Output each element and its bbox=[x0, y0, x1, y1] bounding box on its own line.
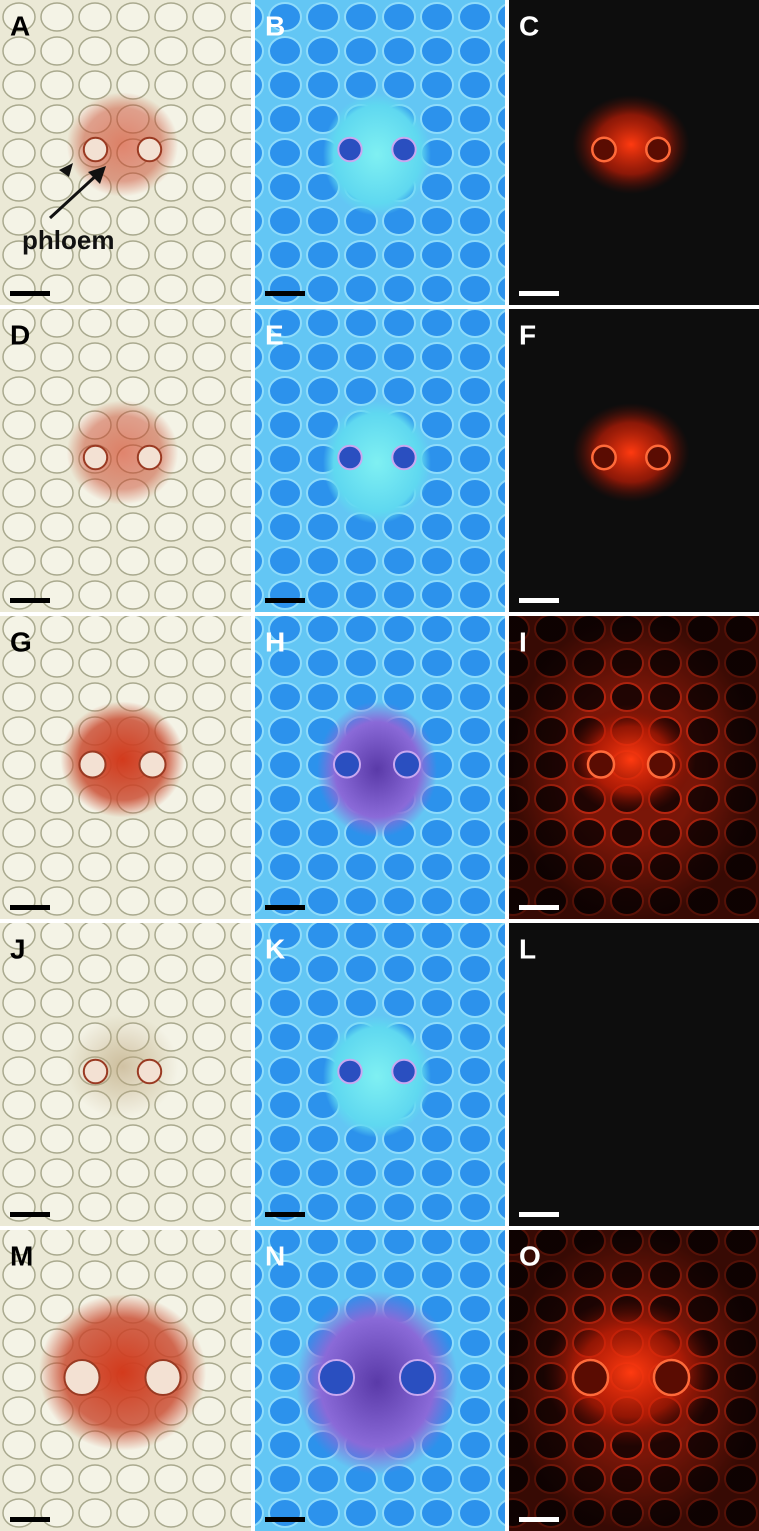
vascular-bundle bbox=[39, 1294, 206, 1451]
panel-label: B bbox=[265, 10, 285, 41]
vessel bbox=[138, 1060, 161, 1083]
vessel bbox=[319, 1360, 354, 1395]
panel-label: C bbox=[519, 10, 539, 41]
panel-label: N bbox=[265, 1240, 285, 1271]
scale-bar bbox=[265, 905, 305, 910]
vessel bbox=[138, 446, 161, 469]
panel-label: O bbox=[519, 1240, 541, 1271]
scale-bar bbox=[10, 905, 50, 910]
vessel bbox=[84, 138, 107, 161]
scale-bar bbox=[10, 291, 50, 296]
scale-bar bbox=[519, 291, 559, 296]
vessel bbox=[84, 446, 107, 469]
panel: L bbox=[509, 923, 759, 1226]
scale-bar bbox=[265, 598, 305, 603]
figure: A B C D E F G H I J K L M N Ophloem bbox=[0, 0, 759, 1531]
vessel bbox=[334, 752, 360, 778]
vessel bbox=[646, 446, 669, 469]
scale-bar bbox=[10, 1517, 50, 1522]
vessel bbox=[394, 752, 420, 778]
scale-bar bbox=[519, 1212, 559, 1217]
vessel bbox=[138, 138, 161, 161]
scale-bar bbox=[519, 905, 559, 910]
vessel bbox=[392, 446, 415, 469]
vessel bbox=[84, 1060, 107, 1083]
panel-label: E bbox=[265, 319, 284, 350]
panel-label: J bbox=[10, 933, 26, 964]
panel-label: M bbox=[10, 1240, 33, 1271]
vessel bbox=[592, 138, 615, 161]
scale-bar bbox=[265, 291, 305, 296]
vascular-bundle bbox=[67, 1014, 179, 1118]
vessel bbox=[338, 446, 361, 469]
vessel bbox=[338, 1060, 361, 1083]
panel-label: I bbox=[519, 626, 527, 657]
panel-label: K bbox=[265, 933, 285, 964]
panel: M bbox=[0, 1230, 251, 1531]
panel: D bbox=[0, 309, 251, 612]
vessel bbox=[140, 752, 166, 778]
vignette bbox=[509, 1230, 759, 1531]
scale-bar bbox=[265, 1517, 305, 1522]
vessel bbox=[400, 1360, 435, 1395]
vessel bbox=[145, 1360, 180, 1395]
panel-label: G bbox=[10, 626, 32, 657]
panel: O bbox=[509, 1230, 759, 1531]
panel-label: F bbox=[519, 319, 536, 350]
scale-bar bbox=[519, 1517, 559, 1522]
scale-bar bbox=[10, 598, 50, 603]
panel-label: H bbox=[265, 626, 285, 657]
panel-label: L bbox=[519, 933, 536, 964]
fluorescence bbox=[573, 403, 690, 502]
vascular-bundle bbox=[67, 92, 179, 196]
vessel bbox=[80, 752, 106, 778]
vessel bbox=[64, 1360, 99, 1395]
vessel bbox=[392, 138, 415, 161]
panel: B bbox=[255, 0, 505, 305]
vignette bbox=[509, 616, 759, 919]
vascular-bundle bbox=[61, 702, 185, 818]
vessel bbox=[338, 138, 361, 161]
vessel bbox=[392, 1060, 415, 1083]
panel: G bbox=[0, 616, 251, 919]
panel: J bbox=[0, 923, 251, 1226]
panel: F bbox=[509, 309, 759, 612]
annotation: phloem bbox=[22, 225, 114, 255]
scale-bar bbox=[519, 598, 559, 603]
panel: C bbox=[509, 0, 759, 305]
panel: H bbox=[255, 616, 505, 919]
panel: E bbox=[255, 309, 505, 612]
panel: N bbox=[255, 1230, 505, 1531]
panel-label: D bbox=[10, 319, 30, 350]
fluorescence bbox=[573, 95, 690, 194]
scale-bar bbox=[10, 1212, 50, 1217]
vascular-bundle bbox=[67, 400, 179, 504]
panel: K bbox=[255, 923, 505, 1226]
panel: A bbox=[0, 0, 251, 305]
vessel bbox=[646, 138, 669, 161]
panel: I bbox=[509, 616, 759, 919]
scale-bar bbox=[265, 1212, 305, 1217]
micrograph bbox=[509, 923, 759, 1226]
vessel bbox=[592, 446, 615, 469]
panel-label: A bbox=[10, 10, 30, 41]
